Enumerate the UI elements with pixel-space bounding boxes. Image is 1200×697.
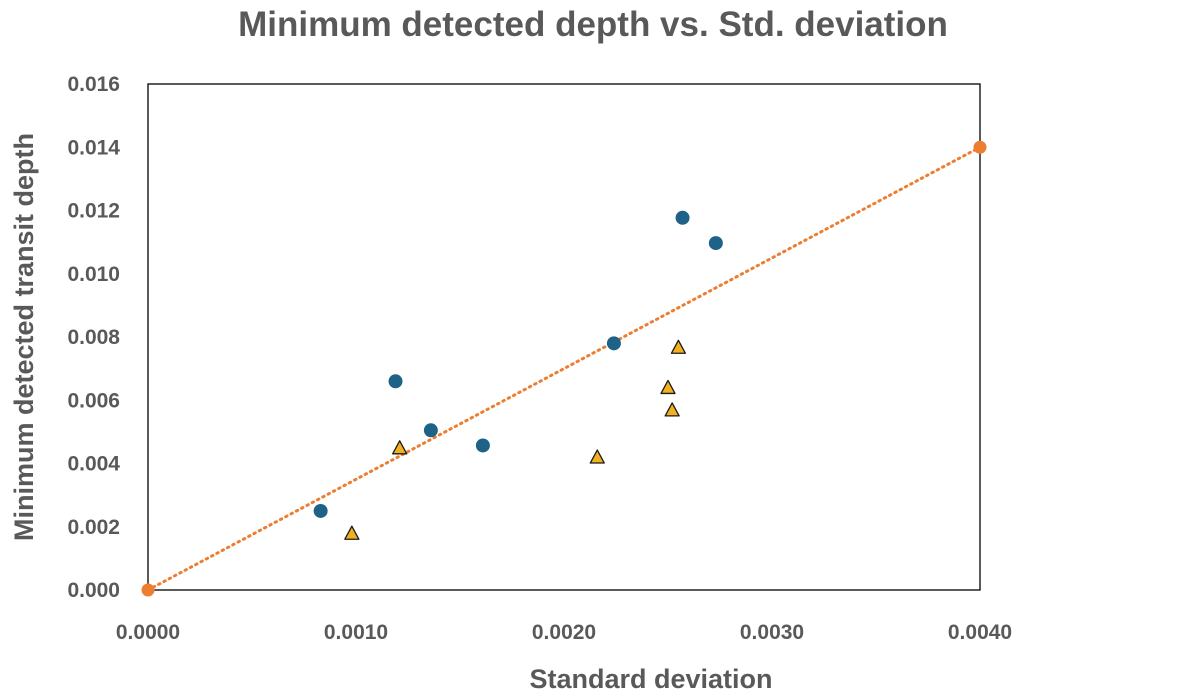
series-circle	[313, 210, 723, 518]
y-tick-label: 0.002	[67, 516, 120, 539]
x-tick-label: 0.0030	[740, 621, 804, 644]
trend-line-endpoint	[141, 583, 155, 597]
trend-line	[146, 145, 982, 592]
circle-data-point	[606, 336, 621, 351]
triangle-data-point	[344, 525, 360, 540]
x-axis-title: Standard deviation	[529, 664, 772, 694]
y-tick-labels: 0.000 0.002 0.004 0.006 0.008 0.010 0.012 0.014…	[67, 73, 120, 602]
series-dotted-line	[141, 140, 987, 597]
y-tick-label: 0.012	[67, 200, 120, 223]
y-tick-label: 0.000	[67, 579, 120, 602]
trend-line-endpoint	[973, 140, 987, 154]
triangle-data-point	[660, 379, 676, 395]
y-tick-label: 0.008	[67, 326, 120, 349]
circle-data-point	[708, 236, 723, 251]
x-tick-label: 0.0000	[116, 621, 180, 644]
y-tick-label: 0.006	[67, 389, 120, 412]
x-tick-label: 0.0040	[948, 621, 1012, 644]
x-tick-label: 0.0020	[532, 621, 596, 644]
x-tick-label: 0.0010	[324, 621, 388, 644]
triangle-data-point	[589, 449, 605, 464]
circle-data-point	[475, 438, 490, 453]
circle-data-point	[423, 423, 438, 438]
y-axis-title: Minimum detected transit depth	[9, 133, 39, 541]
series-triangle	[344, 339, 687, 540]
y-tick-label: 0.016	[67, 73, 120, 96]
y-tick-label: 0.004	[67, 453, 120, 476]
x-tick-labels: 0.0000 0.0010 0.0020 0.0030 0.0040	[116, 621, 1012, 644]
triangle-data-point	[664, 402, 680, 417]
circle-data-point	[675, 210, 690, 225]
chart-title: Minimum detected depth vs. Std. deviatio…	[238, 5, 948, 44]
triangle-data-point	[670, 339, 687, 354]
series-layer	[141, 140, 987, 597]
triangle-data-point	[392, 440, 408, 455]
circle-data-point	[313, 503, 328, 518]
y-tick-label: 0.010	[67, 263, 120, 286]
y-tick-label: 0.014	[67, 136, 120, 159]
circle-data-point	[388, 374, 403, 389]
plot-area	[147, 83, 981, 591]
